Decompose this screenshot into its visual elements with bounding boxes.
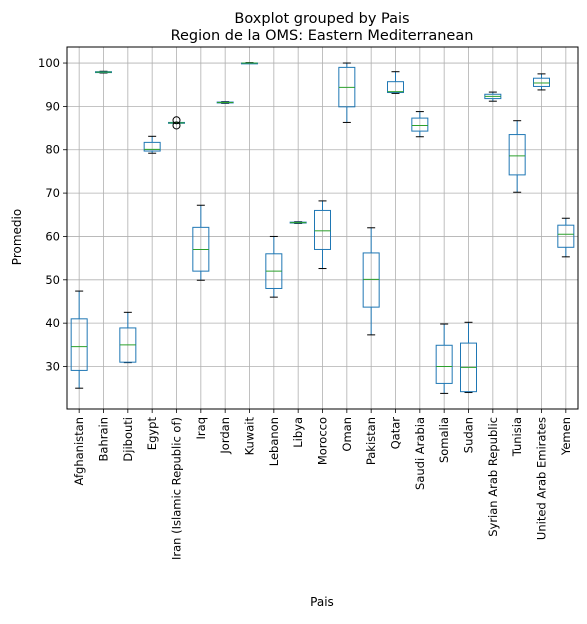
y-tick-label: 40 xyxy=(45,316,60,330)
x-tick-label: Syrian Arab Republic xyxy=(486,417,500,537)
x-tick-label: Libya xyxy=(291,417,305,448)
x-axis-ticks: Afghanistan Bahrain Djibouti Egypt Iran (Isl… xyxy=(72,409,573,560)
y-tick-label: 80 xyxy=(45,143,60,157)
box-yemen xyxy=(557,217,575,258)
box-layer xyxy=(70,62,575,394)
outlier-point xyxy=(172,121,181,130)
y-tick-label: 60 xyxy=(45,229,60,243)
y-tick-label: 100 xyxy=(38,56,60,70)
x-tick-label: Yemen xyxy=(559,417,573,456)
x-tick-label: Lebanon xyxy=(267,417,281,466)
box-somalia xyxy=(435,323,453,394)
chart-title: Region de la OMS: Eastern Mediterranean xyxy=(171,28,474,44)
x-tick-label: Saudi Arabia xyxy=(413,417,427,490)
box-djibouti xyxy=(119,311,137,364)
x-tick-label: Pakistan xyxy=(364,417,378,465)
box-afghanistan xyxy=(70,290,88,389)
box-iran-islamic-republic-of xyxy=(168,116,185,130)
grid-layer xyxy=(67,47,578,409)
box-bahrain xyxy=(95,70,112,74)
x-tick-label: United Arab Emirates xyxy=(535,417,549,540)
box-iraq xyxy=(192,204,210,281)
box-egypt xyxy=(143,135,161,154)
chart-suptitle: Boxplot grouped by Pais xyxy=(234,11,409,27)
x-tick-label: Morocco xyxy=(316,417,330,465)
box-pakistan xyxy=(362,227,380,336)
box-oman xyxy=(338,62,356,123)
box-jordan xyxy=(216,101,234,104)
y-axis-label: Promedio xyxy=(10,209,24,265)
x-tick-label: Egypt xyxy=(145,417,159,451)
box-sudan xyxy=(460,321,477,394)
box-lebanon xyxy=(265,235,283,298)
x-axis-label: Pais xyxy=(310,595,334,609)
box-iqr xyxy=(508,134,526,176)
x-tick-label: Qatar xyxy=(389,417,403,450)
outlier-point xyxy=(172,116,181,125)
box-morocco xyxy=(314,200,331,270)
box-iqr xyxy=(387,81,404,94)
box-tunisia xyxy=(508,120,526,193)
box-qatar xyxy=(387,71,404,94)
y-tick-label: 50 xyxy=(45,273,60,287)
y-tick-label: 30 xyxy=(45,360,60,374)
box-libya xyxy=(289,221,307,224)
y-tick-label: 70 xyxy=(45,186,60,200)
box-iqr xyxy=(557,224,575,248)
box-iqr xyxy=(143,141,161,152)
x-tick-label: Somalia xyxy=(437,417,451,463)
y-axis-ticks: 30 40 50 60 70 80 90 100 xyxy=(38,56,67,374)
box-iqr xyxy=(411,117,429,132)
box-iqr xyxy=(435,344,453,384)
y-tick-label: 90 xyxy=(45,99,60,113)
box-iqr xyxy=(533,77,550,87)
box-syrian-arab-republic xyxy=(484,91,502,102)
box-saudi-arabia xyxy=(411,111,429,138)
box-iqr xyxy=(362,252,380,308)
x-tick-label: Jordan xyxy=(218,417,232,455)
x-tick-label: Djibouti xyxy=(121,417,135,462)
x-tick-label: Kuwait xyxy=(243,417,257,456)
x-tick-label: Iraq xyxy=(194,417,208,439)
box-united-arab-emirates xyxy=(533,73,550,91)
x-tick-label: Bahrain xyxy=(97,417,111,461)
x-tick-label: Sudan xyxy=(462,417,476,453)
x-tick-label: Tunisia xyxy=(510,417,524,457)
x-tick-label: Afghanistan xyxy=(72,417,86,485)
box-iqr xyxy=(70,318,88,371)
box-iqr xyxy=(314,209,331,250)
x-tick-label: Iran (Islamic Republic of) xyxy=(170,417,184,560)
box-kuwait xyxy=(241,62,258,65)
x-tick-label: Oman xyxy=(340,417,354,452)
